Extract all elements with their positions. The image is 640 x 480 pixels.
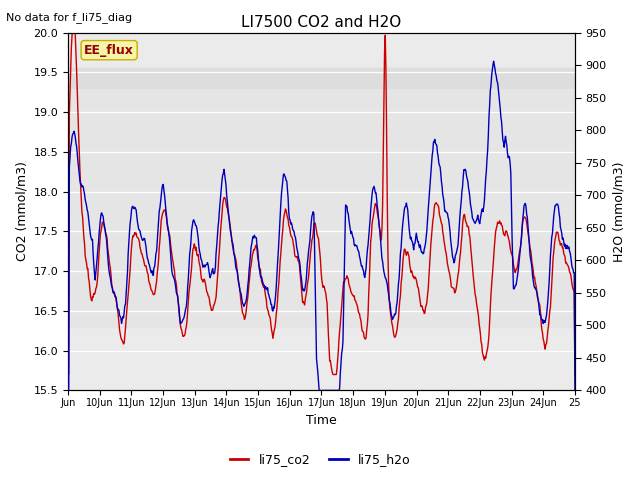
Text: EE_flux: EE_flux bbox=[84, 44, 134, 57]
Y-axis label: CO2 (mmol/m3): CO2 (mmol/m3) bbox=[15, 162, 28, 262]
Y-axis label: H2O (mmol/m3): H2O (mmol/m3) bbox=[612, 161, 625, 262]
Bar bbox=[68, 68, 575, 327]
Text: No data for f_li75_diag: No data for f_li75_diag bbox=[6, 12, 132, 23]
X-axis label: Time: Time bbox=[306, 414, 337, 427]
Title: LI7500 CO2 and H2O: LI7500 CO2 and H2O bbox=[241, 15, 401, 30]
Bar bbox=[68, 68, 575, 88]
Legend: li75_co2, li75_h2o: li75_co2, li75_h2o bbox=[225, 448, 415, 471]
